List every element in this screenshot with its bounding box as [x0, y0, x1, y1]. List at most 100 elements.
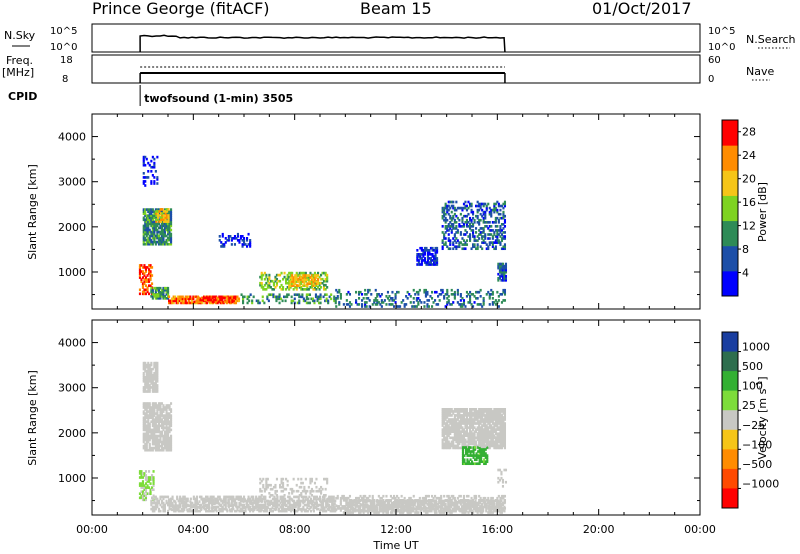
- data-cell: [444, 438, 447, 442]
- data-cell: [485, 507, 488, 511]
- data-cell: [234, 504, 238, 508]
- data-cell: [201, 499, 205, 503]
- data-cell: [142, 378, 145, 381]
- data-cell: [446, 290, 449, 294]
- data-cell: [271, 509, 275, 513]
- data-cell: [465, 507, 468, 511]
- data-cell: [394, 293, 397, 296]
- data-cell: [303, 489, 306, 493]
- station-title: Prince George (fitACF): [92, 0, 270, 18]
- data-cell: [499, 229, 502, 232]
- data-cell: [226, 239, 229, 242]
- data-cell: [485, 208, 488, 212]
- data-cell: [372, 501, 375, 505]
- data-cell: [156, 176, 159, 179]
- data-cell: [142, 390, 145, 393]
- data-cell: [441, 499, 444, 503]
- data-cell: [167, 208, 170, 211]
- data-cell: [253, 508, 256, 512]
- data-cell: [291, 282, 294, 286]
- data-cell: [208, 509, 211, 513]
- data-cell: [472, 426, 475, 429]
- data-cell: [341, 505, 344, 508]
- data-cell: [251, 504, 254, 508]
- data-cell: [479, 245, 482, 249]
- data-cell: [163, 408, 167, 411]
- data-cell: [478, 422, 481, 425]
- data-cell: [455, 247, 458, 251]
- data-cell: [257, 301, 260, 305]
- data-cell: [462, 440, 466, 444]
- data-cell: [306, 497, 309, 501]
- data-cell: [395, 499, 398, 503]
- data-cell: [315, 282, 318, 286]
- data-cell: [483, 503, 486, 507]
- data-cell: [281, 299, 284, 303]
- data-cell: [414, 293, 417, 296]
- data-cell: [456, 301, 459, 304]
- data-cell: [369, 507, 372, 511]
- data-cell: [363, 509, 366, 513]
- data-cell: [264, 497, 267, 501]
- data-cell: [442, 499, 445, 503]
- data-cell: [502, 496, 505, 500]
- data-cell: [447, 204, 450, 208]
- data-cell: [472, 210, 475, 214]
- data-cell: [140, 490, 143, 494]
- data-cell: [208, 501, 211, 505]
- data-cell: [444, 503, 447, 507]
- data-cell: [145, 240, 148, 244]
- data-cell: [142, 367, 145, 371]
- data-cell: [443, 408, 446, 411]
- data-cell: [450, 509, 453, 513]
- data-cell: [427, 299, 431, 302]
- data-cell: [305, 495, 308, 499]
- data-cell: [144, 498, 148, 502]
- data-cell: [297, 497, 300, 501]
- data-cell: [416, 249, 419, 252]
- data-cell: [153, 428, 156, 432]
- data-cell: [145, 416, 148, 420]
- data-cell: [310, 276, 314, 279]
- data-cell: [162, 442, 165, 446]
- data-cell: [263, 489, 266, 493]
- data-cell: [404, 503, 407, 507]
- data-cell: [209, 497, 212, 501]
- data-cell: [165, 297, 168, 300]
- data-cell: [447, 440, 450, 444]
- data-cell: [326, 502, 329, 506]
- data-cell: [167, 412, 170, 415]
- data-cell: [352, 509, 356, 513]
- data-cell: [149, 266, 152, 269]
- freq-tick-high: 18: [60, 55, 73, 66]
- data-cell: [419, 246, 422, 250]
- data-cell: [467, 221, 470, 224]
- data-cell: [229, 296, 232, 300]
- data-cell: [504, 277, 508, 280]
- data-cell: [140, 472, 143, 475]
- data-cell: [149, 270, 152, 273]
- data-cell: [159, 216, 163, 219]
- data-cell: [189, 497, 192, 501]
- data-cell: [304, 278, 307, 281]
- data-cell: [170, 216, 173, 220]
- data-cell: [373, 299, 376, 302]
- data-cell: [162, 234, 165, 238]
- data-cell: [436, 259, 439, 262]
- data-cell: [150, 180, 153, 183]
- data-cell: [148, 222, 151, 226]
- data-cell: [355, 496, 358, 500]
- data-cell: [300, 494, 303, 497]
- data-cell: [167, 286, 170, 290]
- data-cell: [407, 501, 410, 505]
- data-cell: [410, 509, 413, 513]
- nsearch-tick-low: 10^0: [708, 42, 735, 53]
- data-cell: [491, 235, 494, 238]
- data-cell: [153, 422, 156, 426]
- data-cell: [450, 420, 453, 423]
- data-cell: [498, 268, 502, 272]
- data-cell: [462, 223, 466, 226]
- data-cell: [481, 424, 484, 427]
- data-cell: [392, 503, 395, 507]
- data-cell: [279, 279, 282, 283]
